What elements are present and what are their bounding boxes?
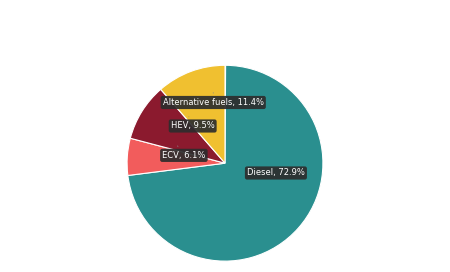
- Wedge shape: [127, 138, 225, 175]
- Wedge shape: [128, 65, 323, 261]
- Wedge shape: [130, 89, 225, 163]
- Text: ECV, 6.1%: ECV, 6.1%: [162, 146, 206, 160]
- Text: Alternative fuels, 11.4%: Alternative fuels, 11.4%: [163, 93, 264, 107]
- Wedge shape: [161, 65, 225, 163]
- Text: HEV, 9.5%: HEV, 9.5%: [171, 117, 215, 131]
- Text: Diesel, 72.9%: Diesel, 72.9%: [247, 168, 305, 178]
